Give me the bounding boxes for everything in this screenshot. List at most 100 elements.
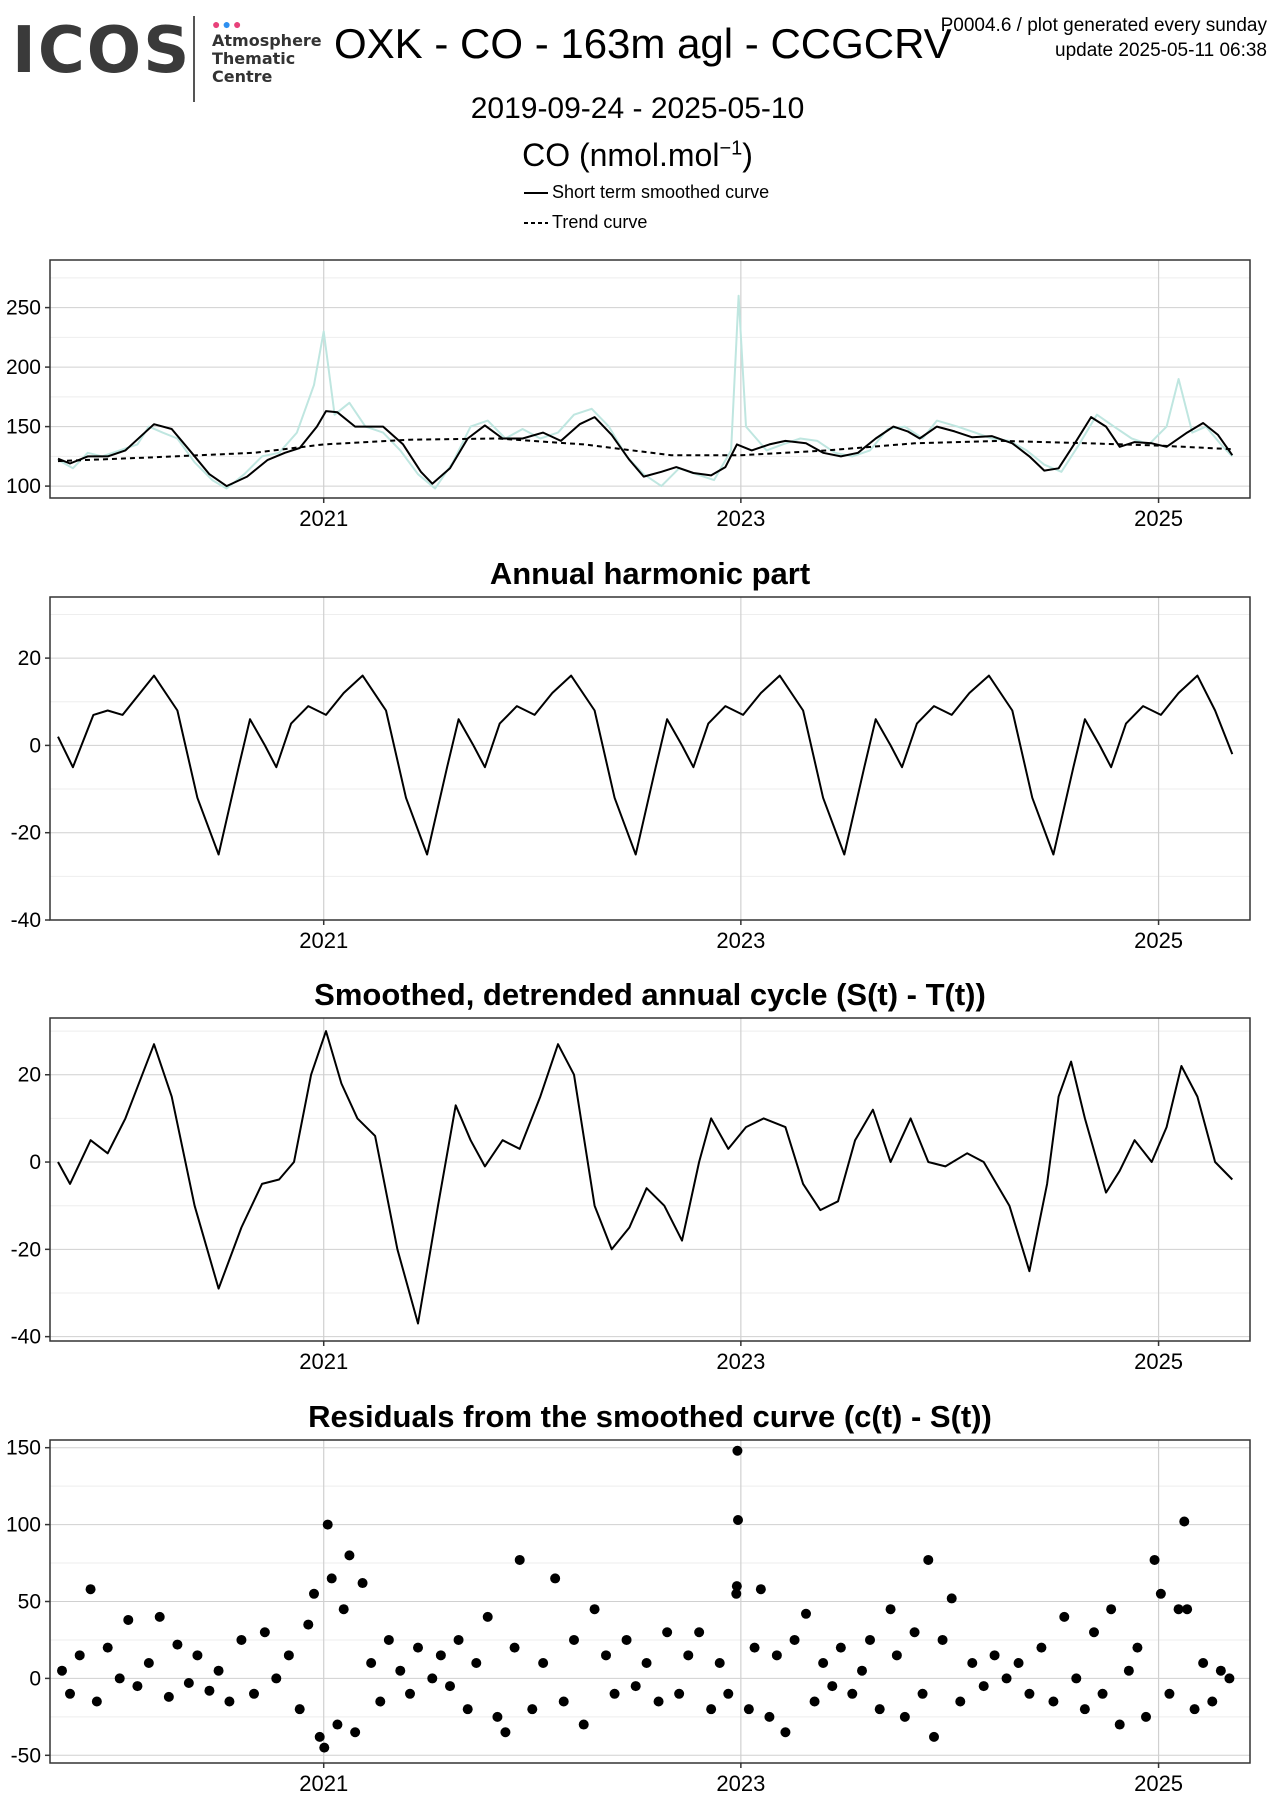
residual-point bbox=[395, 1665, 406, 1676]
logo-line-3: Centre bbox=[212, 67, 273, 86]
residual-point bbox=[322, 1519, 333, 1530]
residual-point bbox=[413, 1642, 423, 1653]
residual-point bbox=[338, 1604, 349, 1615]
page-title: OXK - CO - 163m agl - CCGCRV bbox=[334, 20, 952, 67]
residual-point bbox=[818, 1658, 829, 1669]
y-tick-label: 200 bbox=[6, 356, 41, 379]
unit-exponent: −1 bbox=[719, 137, 743, 160]
residual-point bbox=[500, 1727, 511, 1738]
residual-point bbox=[1097, 1688, 1108, 1699]
legend-item-smooth: Short term smoothed curve bbox=[524, 182, 769, 203]
chart-panel-detrended: Smoothed, detrended annual cycle (S(t) -… bbox=[11, 977, 1251, 1374]
residual-point bbox=[332, 1719, 343, 1730]
residual-point bbox=[1155, 1588, 1166, 1599]
residual-point bbox=[123, 1614, 134, 1625]
residual-point bbox=[350, 1727, 361, 1738]
residual-point bbox=[213, 1665, 224, 1676]
x-tick-label: 2021 bbox=[299, 1349, 348, 1374]
x-tick-label: 2021 bbox=[299, 506, 348, 531]
residual-point bbox=[899, 1711, 910, 1722]
y-tick-label: 150 bbox=[6, 416, 41, 439]
residual-point bbox=[714, 1658, 725, 1669]
y-tick-label: 0 bbox=[29, 1151, 41, 1174]
x-tick-label: 2023 bbox=[716, 506, 765, 531]
residual-point bbox=[1106, 1604, 1117, 1615]
residual-point bbox=[204, 1685, 215, 1696]
residual-point bbox=[578, 1719, 589, 1730]
residual-point bbox=[558, 1696, 569, 1707]
y-tick-label: 100 bbox=[6, 475, 41, 498]
residual-point bbox=[1189, 1704, 1200, 1715]
residual-point bbox=[319, 1742, 330, 1753]
unit-base: CO (nmol.mol bbox=[522, 137, 720, 173]
y-tick-label: 100 bbox=[6, 1514, 41, 1537]
y-tick-label: 0 bbox=[29, 1667, 41, 1690]
residual-point bbox=[1048, 1696, 1059, 1707]
x-tick-label: 2025 bbox=[1134, 1771, 1183, 1796]
residual-point bbox=[314, 1731, 325, 1742]
residual-point bbox=[764, 1711, 775, 1722]
residual-point bbox=[630, 1681, 641, 1692]
residual-point bbox=[163, 1691, 174, 1702]
y-tick-label: 20 bbox=[18, 647, 41, 670]
residual-point bbox=[1198, 1658, 1209, 1669]
residual-point bbox=[405, 1688, 415, 1699]
date-range: 2019-09-24 - 2025-05-10 bbox=[470, 92, 805, 125]
legend-label-trend: Trend curve bbox=[552, 212, 648, 232]
residual-point bbox=[1173, 1604, 1184, 1615]
y-tick-label: -40 bbox=[11, 1326, 41, 1349]
residual-point bbox=[271, 1673, 282, 1684]
residual-point bbox=[482, 1611, 493, 1622]
update-info: update 2025-05-11 06:38 bbox=[1055, 40, 1267, 61]
residual-point bbox=[857, 1665, 867, 1676]
residual-point bbox=[706, 1704, 717, 1715]
residual-point bbox=[789, 1634, 800, 1645]
plot-background bbox=[50, 1018, 1250, 1341]
chart-title: Residuals from the smoothed curve (c(t) … bbox=[308, 1399, 992, 1434]
residual-point bbox=[357, 1578, 368, 1589]
x-tick-label: 2025 bbox=[1134, 506, 1183, 531]
legend-dashed-line-icon bbox=[524, 221, 548, 224]
residual-point bbox=[731, 1581, 742, 1592]
residual-point bbox=[471, 1658, 482, 1669]
raw-data-line bbox=[57, 294, 1234, 490]
residual-point bbox=[1164, 1688, 1175, 1699]
residual-point bbox=[509, 1642, 520, 1653]
y-tick-label: 50 bbox=[18, 1591, 41, 1614]
y-tick-label: -40 bbox=[11, 909, 41, 932]
residual-point bbox=[827, 1681, 838, 1692]
x-tick-label: 2021 bbox=[299, 1771, 348, 1796]
residual-point bbox=[1114, 1719, 1125, 1730]
logo-line-1: Atmosphere bbox=[212, 31, 322, 50]
residual-point bbox=[550, 1573, 561, 1584]
residual-point bbox=[733, 1514, 743, 1525]
residual-point bbox=[743, 1704, 754, 1715]
residual-point bbox=[589, 1604, 600, 1615]
residual-point bbox=[967, 1658, 978, 1669]
x-tick-label: 2023 bbox=[716, 928, 765, 953]
residual-point bbox=[527, 1704, 538, 1715]
residual-point bbox=[453, 1634, 464, 1645]
residual-point bbox=[885, 1604, 896, 1615]
logo-dots-icon: ●●● bbox=[212, 16, 244, 32]
residual-point bbox=[344, 1550, 355, 1561]
smoothed-curve-line bbox=[57, 410, 1234, 488]
residual-point bbox=[1207, 1696, 1218, 1707]
residual-point bbox=[294, 1704, 305, 1715]
residual-point bbox=[85, 1584, 96, 1595]
chart-panel-timeseries: 100 150 200 250 2021 2023 2025 bbox=[6, 259, 1251, 531]
x-tick-label: 2023 bbox=[716, 1349, 765, 1374]
residual-point bbox=[621, 1634, 632, 1645]
plot-background bbox=[50, 597, 1250, 920]
residual-point bbox=[955, 1696, 966, 1707]
residual-point bbox=[366, 1658, 377, 1669]
residual-point bbox=[383, 1634, 394, 1645]
residual-point bbox=[224, 1696, 235, 1707]
residual-point bbox=[978, 1681, 989, 1692]
logo-divider bbox=[193, 16, 195, 102]
chart-title: Smoothed, detrended annual cycle (S(t) -… bbox=[314, 977, 986, 1012]
residual-point bbox=[694, 1627, 705, 1638]
residual-point bbox=[326, 1573, 337, 1584]
plot-info: P0004.6 / plot generated every sunday up… bbox=[941, 13, 1267, 63]
residual-point bbox=[1059, 1611, 1070, 1622]
